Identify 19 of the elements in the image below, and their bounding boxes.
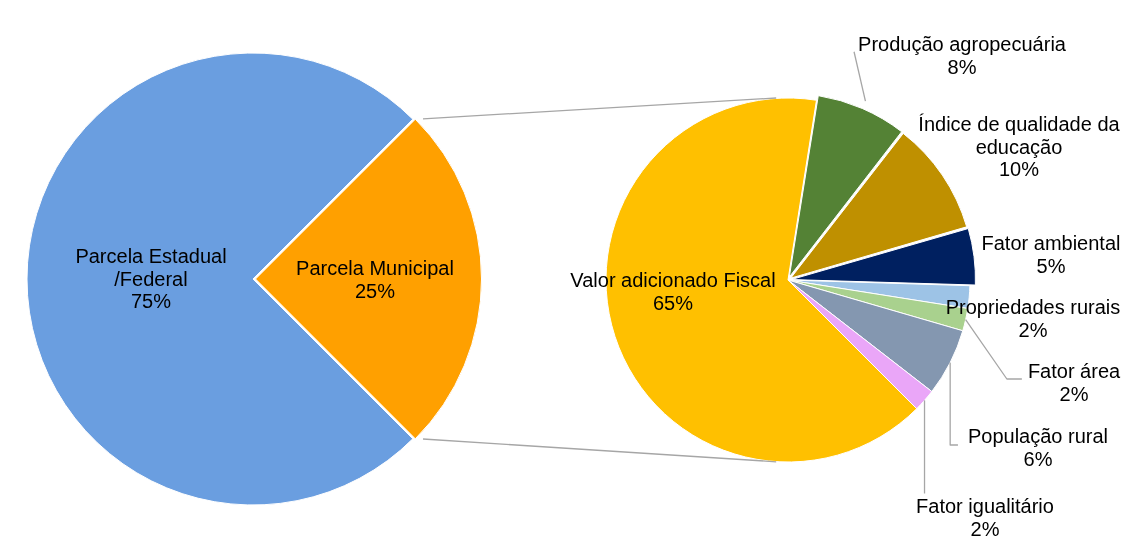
slice-label: Propriedades rurais xyxy=(945,296,1121,319)
slice-label: Fator área xyxy=(1027,360,1122,383)
slice-label: Fator ambiental xyxy=(981,232,1121,255)
slice-label: Parcela Estadual /Federal xyxy=(75,245,227,290)
slice-label: População rural xyxy=(967,425,1109,448)
data-label: 25% xyxy=(354,279,396,302)
slice-label: Índice de qualidade da educação xyxy=(918,113,1121,158)
data-label: 5% xyxy=(1036,254,1066,277)
data-label: 8% xyxy=(947,55,977,78)
data-label: 75% xyxy=(130,290,172,313)
data-label: 65% xyxy=(652,291,694,314)
data-label: 10% xyxy=(998,158,1040,181)
data-label: 2% xyxy=(1018,318,1048,341)
slice-label: Parcela Municipal xyxy=(296,257,454,280)
slice-label: Produção agropecuária xyxy=(858,33,1067,56)
data-label: 2% xyxy=(970,517,1000,540)
data-label: 6% xyxy=(1023,447,1053,470)
data-label: 2% xyxy=(1059,382,1089,405)
slice-label: Fator igualitário xyxy=(916,495,1054,518)
